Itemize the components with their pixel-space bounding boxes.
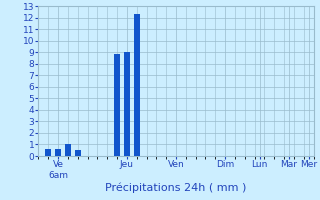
X-axis label: Précipitations 24h ( mm ): Précipitations 24h ( mm ) [105,182,247,193]
Bar [65,144,71,156]
Bar [45,149,51,156]
Bar [55,149,61,156]
Bar [114,54,120,156]
Bar [134,14,140,156]
Bar [75,150,81,156]
Bar [124,52,130,156]
